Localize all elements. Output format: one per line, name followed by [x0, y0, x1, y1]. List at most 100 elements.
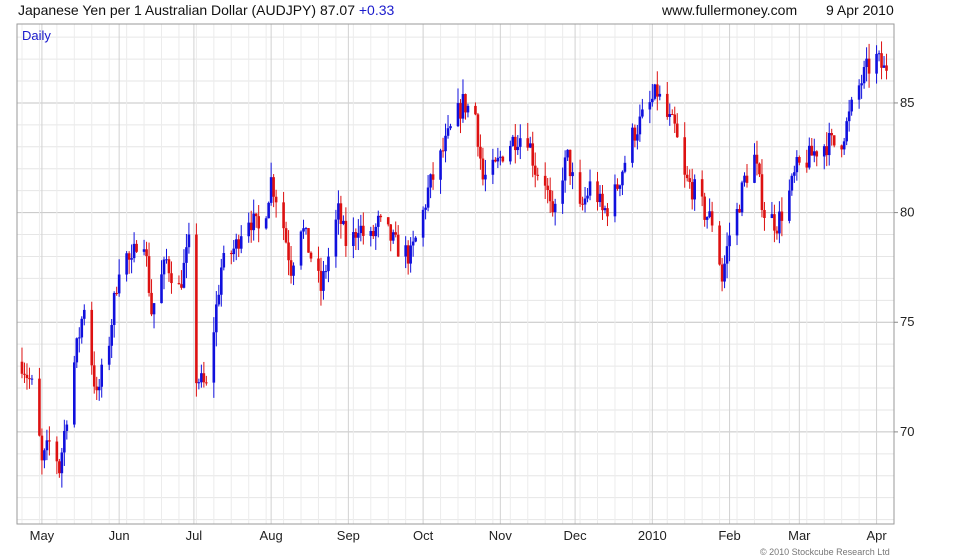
candle-body: [773, 214, 776, 231]
candle-body: [474, 105, 477, 115]
candle-body: [476, 114, 480, 147]
candle-body: [222, 253, 226, 268]
candle-body: [563, 157, 567, 181]
candle-body: [202, 373, 206, 383]
candle-body: [638, 116, 642, 135]
candle-body: [683, 137, 687, 175]
candle-body: [112, 292, 116, 326]
candle-body: [187, 234, 191, 248]
candle-body: [763, 210, 766, 218]
candle-body: [292, 265, 295, 276]
candle-body: [426, 187, 430, 208]
candle-body: [509, 145, 512, 162]
candle-body: [513, 136, 517, 151]
candle-body: [793, 172, 796, 176]
candle-body: [882, 65, 886, 68]
candle-body: [616, 184, 619, 189]
candle-body: [431, 174, 435, 180]
site-link[interactable]: www.fullermoney.com: [662, 2, 798, 18]
candle-body: [548, 190, 552, 202]
candle-body: [272, 177, 275, 197]
candle-body: [456, 103, 460, 127]
candles: [20, 41, 888, 488]
y-tick-label: 85: [900, 95, 914, 110]
candle-body: [142, 249, 146, 252]
candle-body: [850, 99, 853, 112]
candle-body: [254, 213, 258, 217]
candle-body: [247, 222, 251, 237]
candle-body: [160, 274, 163, 304]
candle-body: [30, 378, 34, 380]
candle-body: [705, 216, 709, 220]
candle-body: [212, 332, 216, 383]
candle-body: [499, 156, 502, 158]
candle-body: [464, 94, 467, 113]
candle-body: [132, 243, 136, 259]
candle-body: [877, 53, 881, 55]
candle-body: [865, 58, 868, 68]
candle-body: [309, 252, 313, 259]
candle-body: [658, 93, 662, 97]
candle-body: [269, 177, 273, 203]
candle-body: [778, 211, 781, 234]
candle-body: [371, 230, 375, 237]
candle-body: [110, 325, 113, 346]
candle-body: [840, 145, 843, 150]
candle-body: [439, 150, 442, 180]
period-label: Daily: [22, 28, 51, 43]
candle-body: [491, 159, 495, 175]
candle-body: [798, 157, 801, 163]
candle-body: [511, 136, 515, 146]
candle-body: [237, 239, 241, 249]
plot-frame: [16, 23, 895, 525]
candle-body: [80, 318, 84, 338]
candle-body: [217, 294, 221, 305]
candle-body: [357, 233, 360, 238]
candle-body: [322, 271, 325, 291]
x-tick-label: Aug: [260, 528, 283, 543]
candle-body: [391, 232, 395, 241]
x-tick-label: Oct: [413, 528, 434, 543]
x-tick-label: May: [30, 528, 55, 543]
candle-body: [40, 435, 44, 461]
candle-body: [738, 209, 741, 213]
candle-body: [755, 154, 759, 164]
candle-body: [675, 123, 679, 138]
candle-body: [180, 284, 183, 288]
candle-body: [825, 146, 829, 156]
candle-body: [145, 249, 148, 257]
candle-body: [815, 151, 819, 157]
candle-body: [651, 98, 654, 103]
candle-body: [337, 203, 340, 220]
candle-body: [220, 267, 223, 295]
candle-body: [788, 190, 791, 221]
candle-body: [73, 362, 76, 425]
candle-body: [758, 163, 761, 175]
candle-body: [165, 259, 168, 261]
candle-body: [857, 85, 861, 100]
candle-body: [334, 219, 338, 257]
candle-body: [633, 127, 637, 141]
candle-body: [284, 228, 288, 243]
chart-title-text: Japanese Yen per 1 Australian Dollar (AU…: [18, 2, 355, 18]
candle-body: [636, 134, 639, 141]
candle-body: [125, 253, 128, 275]
candle-body: [728, 235, 731, 247]
candle-body: [822, 146, 826, 157]
candle-body: [414, 237, 417, 242]
candle-body: [55, 441, 59, 462]
candle-body: [107, 345, 111, 365]
y-tick-label: 75: [900, 314, 914, 329]
candle-body: [234, 239, 238, 249]
candle-body: [304, 228, 308, 230]
x-tick-label: Feb: [718, 528, 740, 543]
x-tick-label: Jun: [109, 528, 130, 543]
candle-body: [566, 149, 569, 158]
candle-body: [770, 214, 774, 218]
y-tick-label: 80: [900, 205, 914, 220]
candle-body: [162, 259, 166, 275]
candle-body: [95, 386, 99, 391]
candle-body: [533, 165, 537, 175]
candle-body: [92, 365, 96, 387]
candle-body: [561, 180, 564, 204]
